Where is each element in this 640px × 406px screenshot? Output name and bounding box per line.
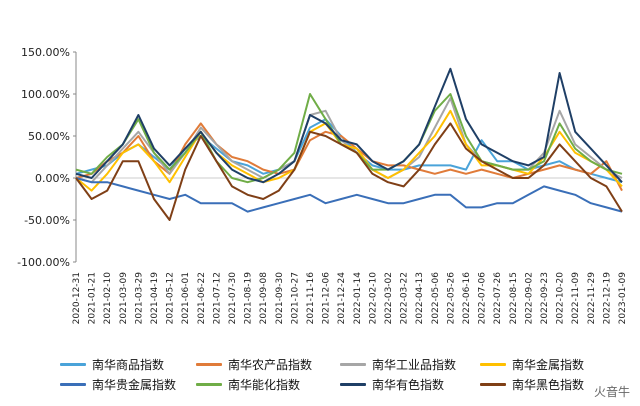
x-tick-label: 2022-07-06 — [478, 272, 488, 325]
legend-swatch — [60, 383, 86, 386]
legend-label: 南华工业品指数 — [372, 358, 457, 372]
legend-label: 南华有色指数 — [372, 378, 445, 392]
x-tick-label: 2021-03-29 — [134, 272, 144, 325]
legend: 南华商品指数 南华农产品指数 南华工业品指数 南华金属指数 南华贵金属指数 南华… — [0, 352, 640, 406]
x-tick-label: 2022-06-16 — [462, 272, 472, 325]
series-line — [75, 109, 623, 192]
legend-item: 南华贵金属指数 — [60, 376, 176, 393]
legend-swatch — [480, 383, 506, 386]
legend-label: 南华金属指数 — [512, 358, 585, 372]
x-tick-label: 2021-09-08 — [259, 272, 269, 325]
y-tick-label: 50.00% — [28, 130, 70, 143]
x-tick-label: 2021-07-12 — [212, 272, 222, 324]
x-tick-label: 2022-11-29 — [587, 272, 597, 325]
watermark: 火音牛 — [591, 383, 632, 400]
x-tick-label: 2022-03-22 — [400, 272, 410, 324]
legend-swatch — [196, 363, 222, 366]
x-tick-label: 2021-04-19 — [150, 272, 160, 325]
x-tick-label: 2021-06-01 — [181, 272, 191, 324]
x-tick-label: 2021-08-19 — [244, 272, 254, 325]
legend-item: 南华能化指数 — [196, 376, 300, 393]
legend-item: 南华农产品指数 — [196, 356, 312, 373]
legend-item: 南华商品指数 — [60, 356, 164, 373]
series-lines — [75, 67, 623, 221]
x-tick-label: 2021-05-12 — [166, 272, 176, 324]
x-tick-label: 2023-01-09 — [618, 272, 628, 325]
series-line — [75, 118, 623, 184]
x-tick-label: 2021-12-24 — [337, 272, 347, 325]
x-tick-label: 2021-03-09 — [119, 272, 129, 325]
y-tick-label: -50.00% — [24, 214, 70, 227]
series-line — [75, 177, 623, 213]
legend-swatch — [340, 383, 366, 386]
legend-item: 南华黑色指数 — [480, 376, 584, 393]
x-tick-label: 2021-09-30 — [275, 272, 285, 325]
legend-swatch — [60, 363, 86, 366]
x-tick-label: 2021-10-27 — [290, 272, 300, 324]
x-tick-label: 2022-10-20 — [556, 272, 566, 325]
x-tick-label: 2021-12-06 — [322, 272, 332, 325]
x-tick-label: 2021-06-22 — [197, 272, 207, 324]
legend-swatch — [340, 363, 366, 366]
x-tick-label: 2021-01-21 — [88, 272, 98, 324]
x-tick-label: 2021-07-30 — [228, 272, 238, 325]
x-tick-label: 2022-09-23 — [540, 272, 550, 324]
x-tick-label: 2022-04-13 — [415, 272, 425, 324]
y-tick-label: 0.00% — [35, 172, 70, 185]
legend-label: 南华商品指数 — [92, 358, 165, 372]
x-tick-label: 2022-09-02 — [524, 272, 534, 324]
series-line — [75, 67, 623, 184]
legend-swatch — [196, 383, 222, 386]
y-axis: 150.00% 100.00% 50.00% 0.00% -50.00% -100.00% — [17, 46, 77, 269]
y-tick-label: 100.00% — [21, 88, 70, 101]
legend-item: 南华有色指数 — [340, 376, 444, 393]
x-tick-label: 2022-05-26 — [446, 272, 456, 325]
x-tick-label: 2022-05-06 — [431, 272, 441, 325]
x-tick-label: 2022-03-02 — [384, 272, 394, 324]
x-axis: 2020-12-31 2021-01-21 2021-02-10 2021-03-09… — [72, 177, 628, 325]
x-tick-label: 2022-08-15 — [509, 272, 519, 324]
legend-label: 南华能化指数 — [228, 378, 301, 392]
series-line — [75, 122, 623, 221]
x-tick-label: 2022-11-09 — [571, 272, 581, 325]
legend-label: 南华贵金属指数 — [92, 378, 177, 392]
x-tick-label: 2022-01-14 — [353, 272, 363, 325]
y-tick-label: 150.00% — [21, 46, 70, 59]
y-tick-label: -100.00% — [17, 256, 70, 269]
legend-label: 南华黑色指数 — [512, 378, 585, 392]
x-tick-label: 2022-07-26 — [493, 272, 503, 325]
x-tick-label: 2022-02-10 — [368, 272, 378, 325]
x-tick-label: 2021-11-16 — [306, 272, 316, 325]
x-tick-label: 2022-12-19 — [602, 272, 612, 325]
legend-item: 南华金属指数 — [480, 356, 584, 373]
legend-item: 南华工业品指数 — [340, 356, 456, 373]
legend-label: 南华农产品指数 — [228, 358, 313, 372]
legend-swatch — [480, 363, 506, 366]
x-tick-label: 2020-12-31 — [72, 272, 82, 324]
x-tick-label: 2021-02-10 — [103, 272, 113, 325]
